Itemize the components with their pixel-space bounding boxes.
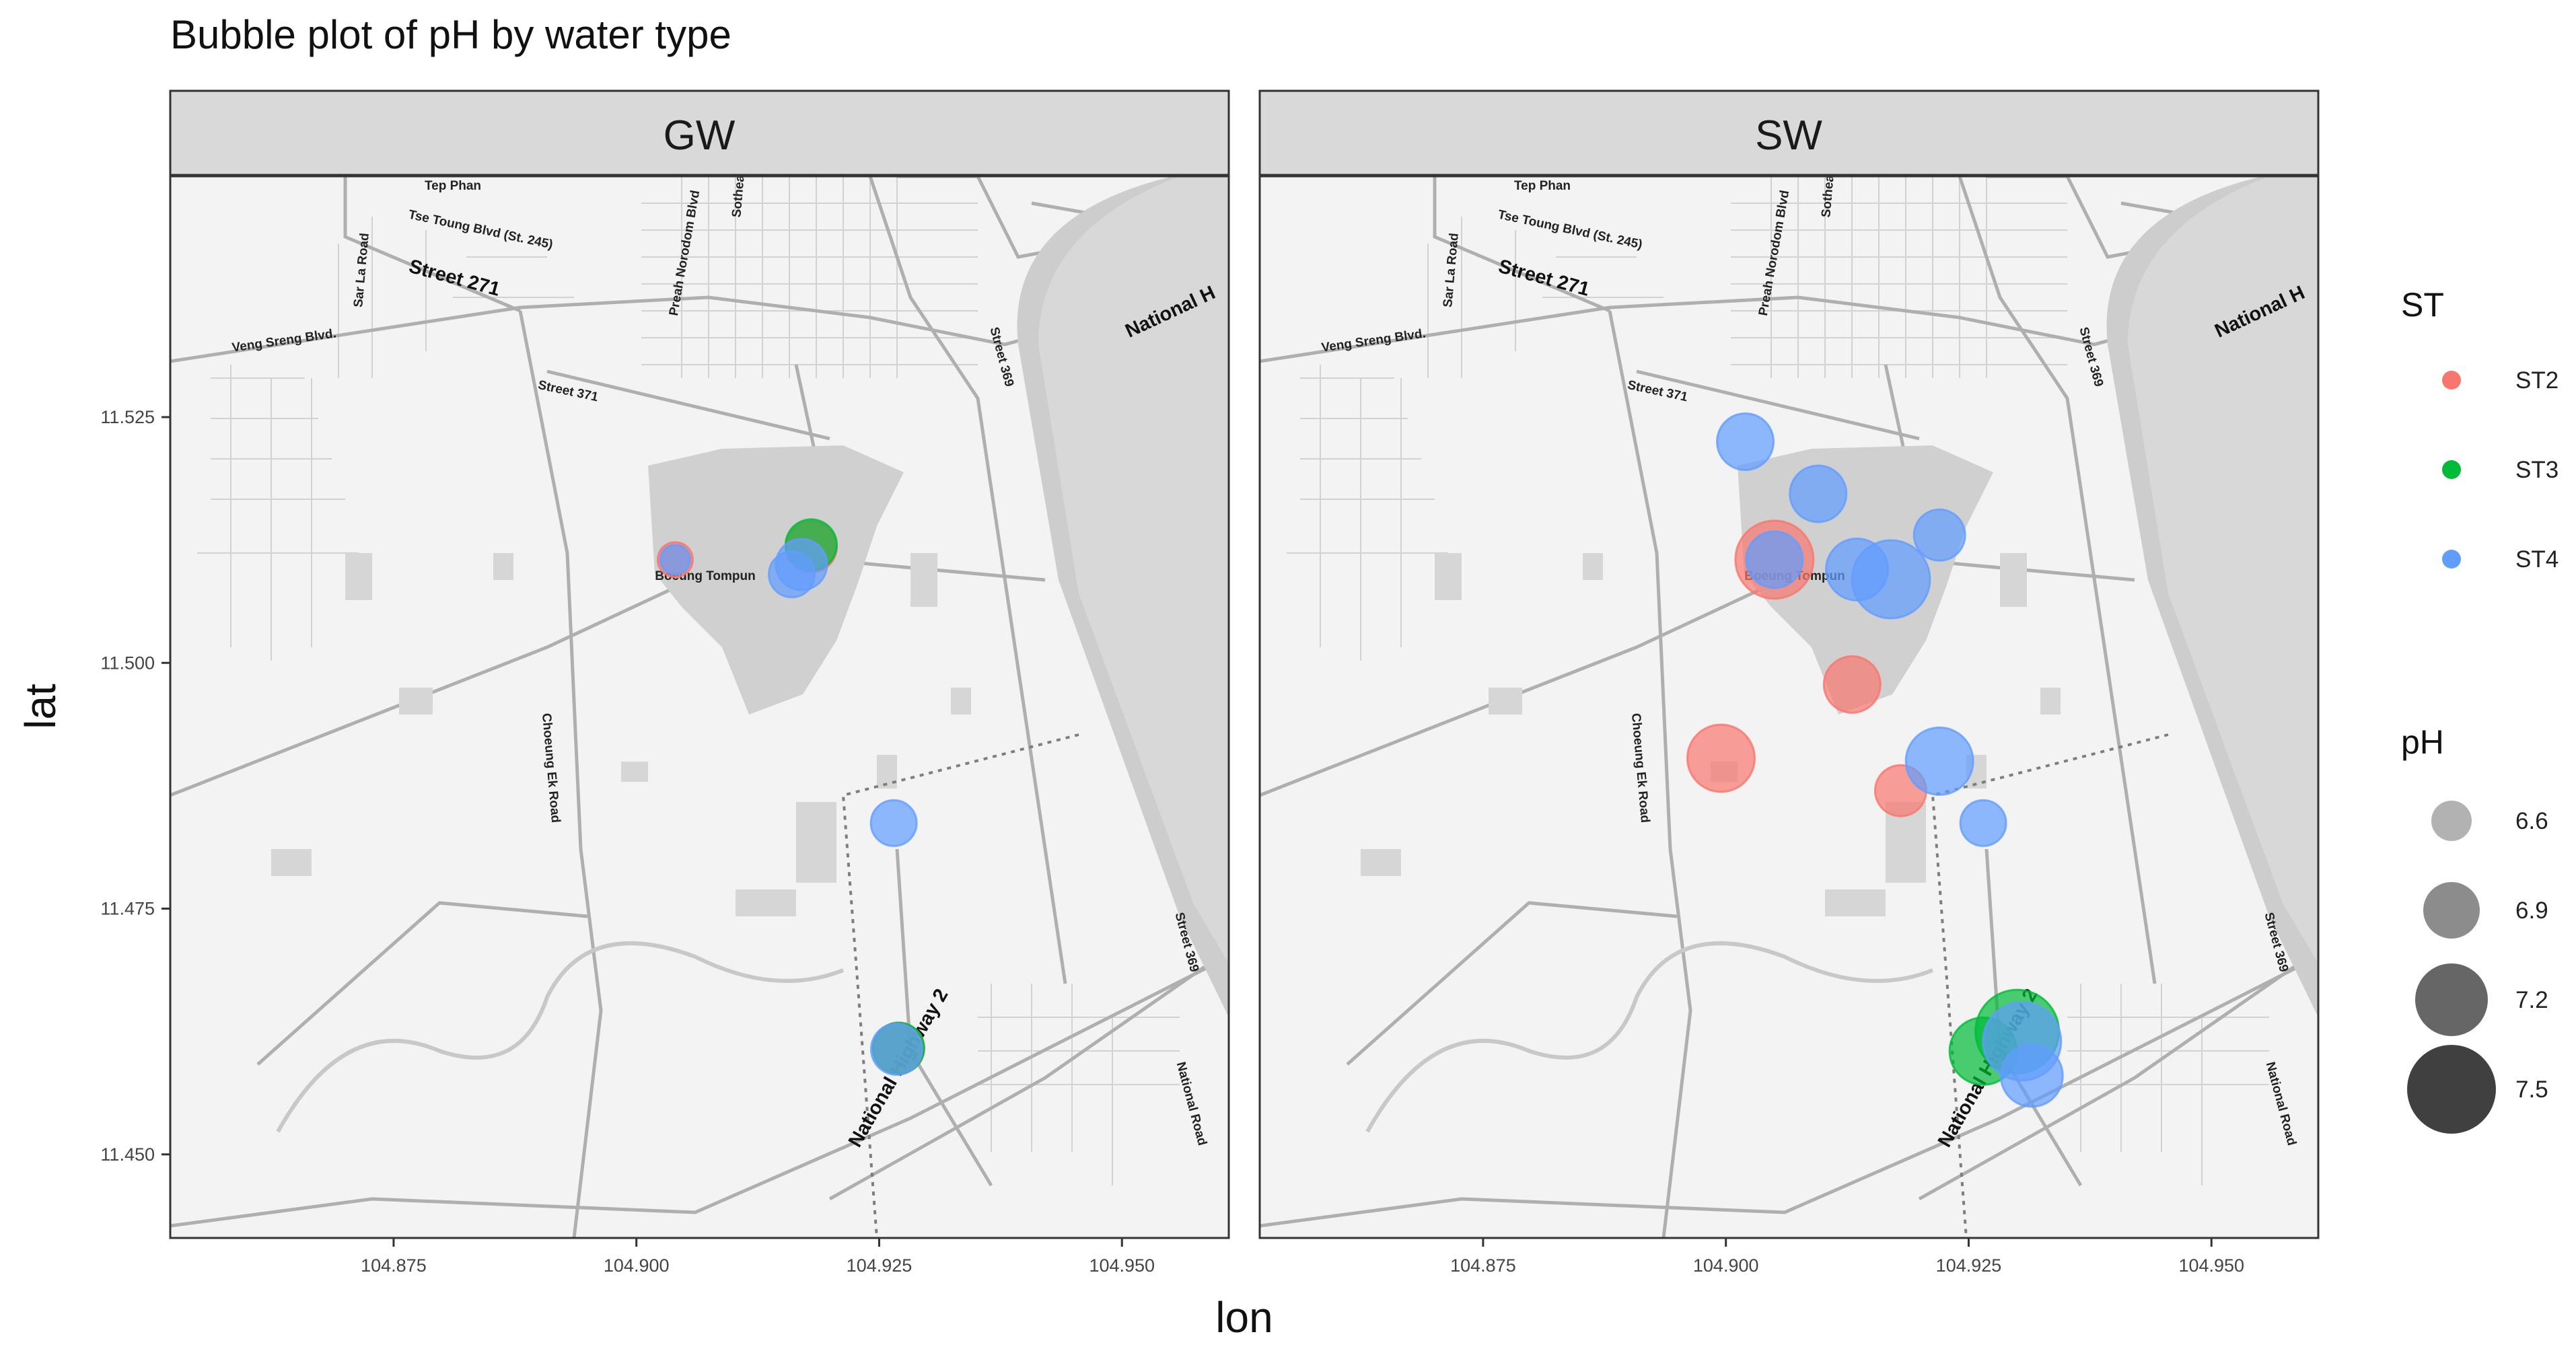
y-tick-label: 11.500 (100, 653, 155, 673)
legend-label-st4: ST4 (2515, 546, 2559, 573)
x-tick-label: 104.900 (604, 1255, 670, 1276)
strip-label-gw: GW (664, 112, 736, 159)
legend-label-st3: ST3 (2515, 457, 2559, 483)
x-axis-gw: 104.875 104.900 104.925 104.950 (361, 1238, 1155, 1276)
points-sw (1686, 412, 2064, 1108)
x-tick-label: 104.925 (1936, 1255, 2002, 1276)
point-sw-st4-2 (1745, 530, 1804, 589)
legend-key-st3 (2442, 460, 2461, 479)
legend-size-key (2415, 963, 2488, 1036)
point-gw-st4-0 (659, 544, 691, 576)
legend-color-title: ST (2401, 286, 2444, 324)
legend-size-title: pH (2401, 723, 2444, 761)
strip-sw (1258, 89, 2320, 176)
chart-title: Bubble plot of pH by water type (170, 12, 731, 57)
strip-gw (169, 89, 1230, 176)
map-label-gw-15: National Highway 2 (410, 1310, 589, 1331)
y-axis-title: lat (16, 684, 65, 729)
legend-size-key (2431, 801, 2472, 841)
legend-size: pH 6.6 6.9 7.2 7.5 (2401, 723, 2548, 1134)
point-gw-st4-2 (768, 550, 816, 599)
x-axis-title: lon (1215, 1293, 1273, 1342)
map-label-sw-15: National Highway 2 (1500, 1310, 1679, 1331)
point-sw-st4-9 (1999, 1044, 2064, 1108)
legend-size-label: 6.6 (2515, 808, 2548, 834)
point-sw-st2-2 (1822, 655, 1882, 714)
legend-key-st4 (2442, 550, 2461, 569)
point-gw-st4-4 (869, 1022, 923, 1076)
map-label-gw-0: Tep Phan (425, 179, 481, 193)
point-sw-st2-1 (1686, 723, 1756, 793)
point-sw-st4-5 (1912, 508, 1966, 562)
strip-label-sw: SW (1755, 112, 1822, 159)
point-sw-st4-7 (1959, 799, 2007, 847)
legend-color: ST ST2 ST3 ST4 (2401, 286, 2559, 573)
x-tick-label: 104.950 (2178, 1255, 2244, 1276)
x-axis-sw: 104.875 104.900 104.925 104.950 (1450, 1238, 2244, 1276)
legend-size-label: 6.9 (2515, 898, 2548, 924)
legend-size-key (2423, 882, 2480, 939)
x-tick-label: 104.950 (1089, 1255, 1155, 1276)
point-sw-st4-4 (1851, 539, 1931, 620)
legend-label-st2: ST2 (2515, 367, 2559, 394)
legend-size-key (2407, 1045, 2496, 1134)
points-gw (656, 518, 925, 1076)
y-tick-label: 11.525 (100, 407, 155, 427)
y-tick-label: 11.450 (100, 1144, 155, 1165)
x-tick-label: 104.875 (361, 1255, 427, 1276)
x-tick-label: 104.925 (847, 1255, 913, 1276)
x-tick-label: 104.900 (1693, 1255, 1759, 1276)
point-sw-st4-6 (1904, 726, 1974, 796)
point-sw-st4-0 (1716, 412, 1775, 471)
y-axis: 11.450 11.475 11.500 11.525 (100, 407, 170, 1165)
legend-size-label: 7.5 (2515, 1076, 2548, 1103)
x-tick-label: 104.875 (1450, 1255, 1516, 1276)
point-sw-st4-1 (1789, 464, 1848, 523)
legend-key-st2 (2442, 371, 2461, 390)
y-tick-label: 11.475 (100, 899, 155, 919)
map-label-sw-0: Tep Phan (1514, 179, 1571, 193)
legend-size-label: 7.2 (2515, 987, 2548, 1013)
point-gw-st4-3 (869, 799, 918, 847)
